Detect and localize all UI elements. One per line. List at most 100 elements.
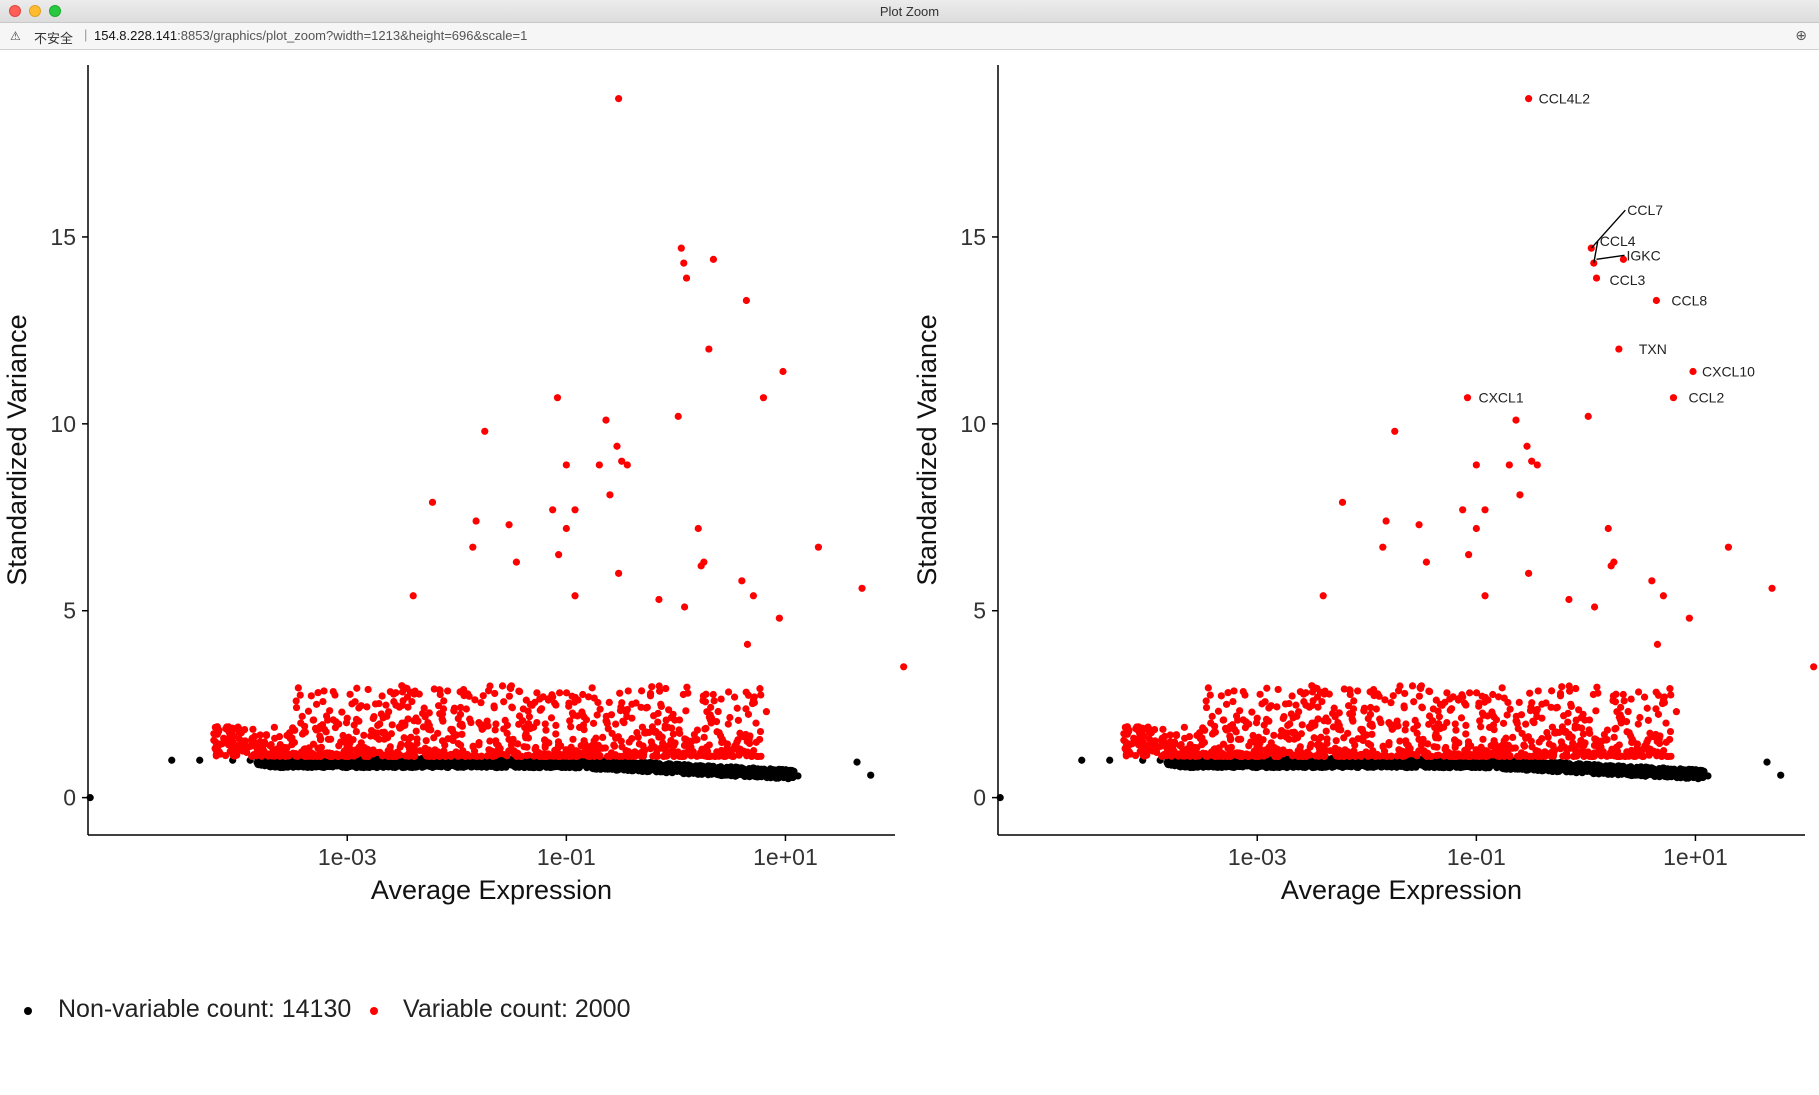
left-point bbox=[562, 461, 570, 469]
left-point bbox=[293, 752, 302, 761]
left-point bbox=[535, 752, 543, 760]
left-point bbox=[230, 749, 238, 757]
left-point bbox=[380, 735, 388, 743]
left-point bbox=[430, 685, 438, 693]
left-point bbox=[656, 687, 664, 695]
left-point bbox=[262, 731, 271, 740]
left-point bbox=[425, 721, 433, 729]
right-point bbox=[1694, 771, 1702, 779]
left-point bbox=[515, 687, 523, 695]
left-point bbox=[662, 684, 670, 693]
left-point bbox=[439, 705, 448, 713]
left-point bbox=[486, 737, 494, 745]
left-point bbox=[684, 740, 693, 748]
right-point bbox=[1439, 761, 1447, 769]
address-bar[interactable]: ⚠ 不安全 | 154.8.228.141:8853/graphics/plot… bbox=[0, 23, 1819, 50]
left-point bbox=[612, 720, 620, 728]
left-point bbox=[329, 688, 337, 696]
url-text[interactable]: 154.8.228.141:8853/graphics/plot_zoom?wi… bbox=[94, 28, 527, 43]
left-point bbox=[319, 697, 327, 706]
left-point bbox=[342, 719, 351, 727]
left-point bbox=[694, 524, 702, 533]
left-point bbox=[613, 442, 621, 450]
left-point bbox=[730, 693, 739, 701]
left-point bbox=[719, 738, 728, 746]
right-point bbox=[1578, 764, 1587, 772]
right-point bbox=[1194, 761, 1203, 769]
close-window-button[interactable] bbox=[9, 5, 21, 17]
left-point bbox=[677, 244, 685, 252]
left-y-tick-label: 10 bbox=[50, 411, 76, 437]
left-point bbox=[691, 768, 700, 777]
left-point bbox=[742, 296, 750, 305]
left-point bbox=[738, 577, 746, 585]
left-point bbox=[588, 745, 596, 753]
left-point bbox=[412, 727, 420, 735]
left-point bbox=[413, 739, 421, 748]
left-point bbox=[469, 742, 477, 750]
right-series bbox=[1120, 95, 1818, 761]
left-point bbox=[693, 726, 702, 734]
left-point bbox=[441, 741, 449, 749]
right-point bbox=[1229, 763, 1237, 771]
left-point bbox=[579, 690, 587, 699]
left-point bbox=[386, 688, 394, 696]
right-point bbox=[1777, 771, 1785, 779]
left-point bbox=[733, 704, 741, 712]
right-x-tick-label: 1e-01 bbox=[1447, 844, 1506, 870]
left-point bbox=[723, 743, 731, 752]
left-point bbox=[416, 747, 424, 755]
left-point bbox=[418, 709, 427, 718]
left-point bbox=[667, 737, 675, 745]
left-point bbox=[697, 764, 705, 772]
left-point bbox=[562, 524, 570, 533]
left-point bbox=[211, 723, 219, 731]
left-point bbox=[605, 698, 613, 706]
left-point bbox=[581, 740, 589, 748]
left-point bbox=[341, 749, 349, 757]
maximize-window-button[interactable] bbox=[49, 5, 61, 17]
left-point bbox=[395, 723, 403, 731]
right-point bbox=[1457, 714, 1466, 722]
left-point bbox=[352, 746, 360, 754]
left-point bbox=[514, 740, 522, 748]
left-point bbox=[376, 720, 384, 728]
left-point bbox=[220, 734, 228, 742]
left-point bbox=[685, 770, 693, 778]
right-point bbox=[1611, 725, 1619, 733]
left-point bbox=[310, 716, 318, 724]
left-point bbox=[238, 746, 247, 755]
url-path: :8853/graphics/plot_zoom?width=1213&heig… bbox=[177, 28, 528, 43]
left-point bbox=[352, 715, 361, 723]
right-point bbox=[1425, 759, 1433, 768]
left-point bbox=[756, 727, 765, 736]
left-point bbox=[491, 726, 499, 734]
left-point bbox=[562, 689, 571, 697]
left-point bbox=[363, 703, 371, 711]
left-point bbox=[383, 712, 391, 720]
left-point bbox=[681, 735, 689, 743]
left-point bbox=[385, 763, 393, 771]
left-point bbox=[505, 692, 514, 700]
right-point bbox=[1452, 760, 1460, 769]
left-point bbox=[748, 752, 756, 760]
left-point bbox=[316, 752, 324, 760]
left-point bbox=[522, 696, 530, 704]
minimize-window-button[interactable] bbox=[29, 5, 41, 17]
left-point bbox=[569, 735, 577, 743]
left-point bbox=[312, 726, 320, 734]
left-point bbox=[618, 761, 626, 769]
left-point bbox=[554, 752, 562, 761]
left-point bbox=[351, 698, 359, 706]
left-series bbox=[86, 754, 875, 802]
zoom-icon[interactable]: ⊕ bbox=[1795, 27, 1807, 43]
left-point bbox=[320, 687, 328, 695]
left-point bbox=[297, 719, 305, 727]
left-point bbox=[654, 709, 662, 717]
left-point bbox=[487, 747, 495, 755]
left-point bbox=[309, 740, 318, 748]
left-point bbox=[794, 772, 802, 780]
left-point bbox=[659, 739, 667, 747]
right-point bbox=[1345, 760, 1353, 769]
